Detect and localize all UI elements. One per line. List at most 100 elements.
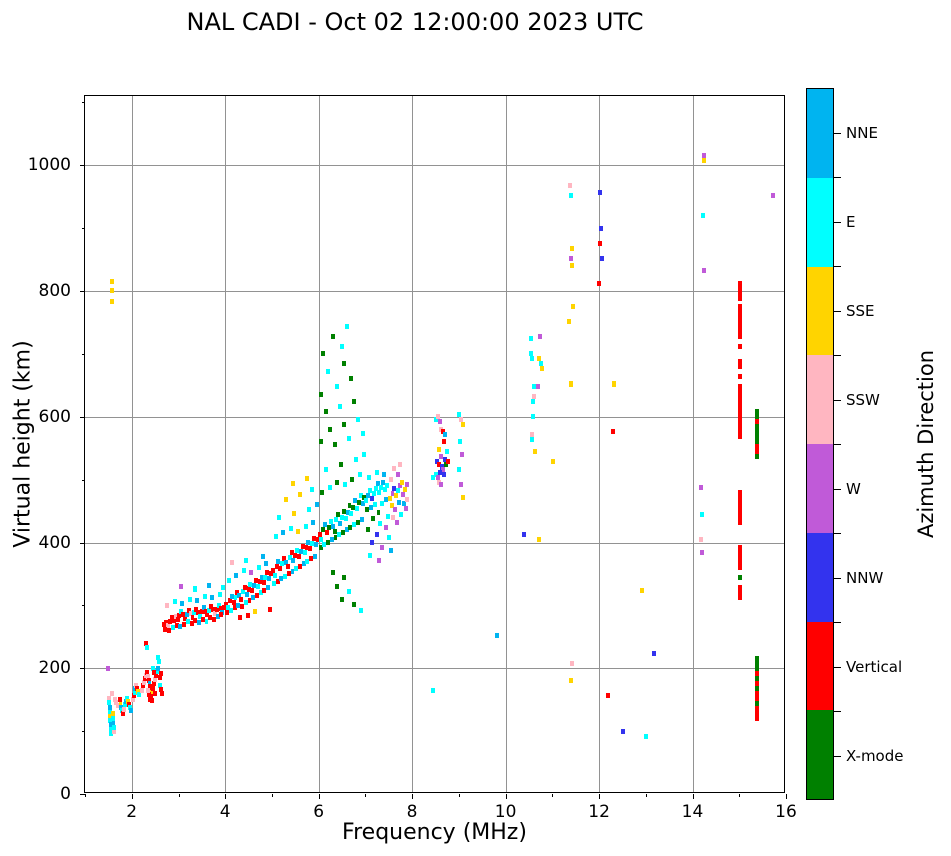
echo-point: [339, 461, 344, 467]
colorbar-segment: [807, 177, 833, 267]
echo-point: [305, 558, 310, 564]
echo-point: [175, 616, 180, 622]
echo-point: [347, 435, 352, 441]
echo-point: [383, 497, 388, 503]
echo-point: [311, 519, 316, 525]
echo-point: [442, 456, 447, 462]
echo-point: [537, 537, 542, 543]
echo-point: [206, 582, 211, 588]
colorbar-tick: [834, 755, 841, 757]
echo-point: [109, 730, 114, 736]
x-tick: [505, 794, 507, 799]
echo-point: [155, 665, 160, 671]
echo-point: [365, 527, 370, 533]
echo-point: [375, 532, 380, 538]
echo-point: [358, 607, 363, 613]
echo-point: [122, 706, 127, 712]
echo-point: [321, 351, 326, 357]
echo-point: [140, 683, 145, 689]
echo-point: [144, 644, 149, 650]
echo-point: [298, 548, 303, 554]
echo-point: [197, 619, 201, 625]
echo-point: [640, 587, 645, 593]
echo-point: [344, 323, 349, 329]
echo-point: [738, 585, 743, 591]
echo-point: [196, 609, 201, 615]
echo-point: [243, 600, 248, 606]
echo-point: [328, 518, 333, 524]
echo-point: [123, 702, 128, 708]
echo-point: [361, 430, 366, 436]
echo-point: [551, 459, 556, 465]
echo-point: [166, 622, 171, 628]
echo-point: [229, 594, 234, 600]
echo-point: [136, 688, 141, 694]
echo-point: [216, 602, 221, 608]
echo-point: [141, 679, 146, 685]
echo-point: [738, 550, 743, 556]
echo-point: [458, 416, 463, 422]
echo-point: [598, 225, 603, 231]
colorbar-tick: [834, 310, 841, 312]
echo-point: [219, 611, 224, 617]
echo-point: [701, 268, 706, 274]
colorbar-segment: [807, 532, 833, 622]
echo-point: [337, 404, 342, 410]
echo-point: [738, 280, 743, 286]
echo-point: [236, 602, 241, 608]
colorbar-tick: [834, 221, 841, 223]
echo-point: [404, 482, 409, 488]
echo-point: [738, 323, 743, 329]
echo-point: [403, 506, 408, 512]
echo-point: [394, 493, 399, 499]
echo-point: [107, 695, 112, 701]
x-tick-minor: [271, 794, 273, 797]
echo-point: [112, 697, 117, 703]
echo-point: [395, 519, 400, 525]
echo-point: [302, 550, 307, 556]
echo-point: [189, 621, 194, 627]
echo-point: [599, 255, 604, 261]
echo-point: [755, 409, 759, 415]
echo-point: [755, 670, 759, 676]
echo-point: [155, 655, 160, 661]
echo-point: [440, 464, 445, 470]
echo-point: [460, 421, 465, 427]
echo-point: [153, 690, 158, 696]
x-tick: [225, 794, 227, 799]
echo-point: [268, 606, 273, 612]
y-axis-title: Virtual height (km): [10, 340, 36, 548]
echo-point: [315, 537, 320, 543]
echo-point: [380, 500, 385, 506]
y-tick-label: 1000: [27, 155, 71, 176]
echo-point: [310, 541, 315, 547]
colorbar-tick-minor: [834, 355, 841, 356]
echo-point: [109, 288, 114, 294]
echo-point: [169, 615, 174, 621]
echo-point: [301, 561, 306, 567]
echo-point: [430, 474, 435, 480]
echo-point: [275, 578, 280, 584]
echo-point: [755, 675, 759, 681]
echo-point: [460, 494, 465, 500]
echo-point: [393, 507, 398, 513]
echo-point: [456, 411, 461, 417]
echo-point: [237, 592, 242, 598]
echo-point: [398, 461, 402, 467]
echo-point: [698, 537, 703, 543]
echo-point: [245, 612, 250, 618]
echo-point: [154, 668, 159, 674]
echo-point: [207, 607, 212, 613]
echo-point: [224, 601, 229, 607]
echo-point: [283, 573, 287, 579]
echo-point: [342, 482, 347, 488]
echo-point: [606, 693, 611, 699]
echo-point: [755, 695, 759, 701]
echo-point: [234, 572, 239, 578]
echo-point: [435, 459, 440, 465]
echo-point: [111, 716, 116, 722]
echo-point: [738, 544, 743, 550]
echo-point: [180, 600, 185, 606]
x-tick-minor: [645, 794, 647, 797]
colorbar-segment: [807, 266, 833, 356]
